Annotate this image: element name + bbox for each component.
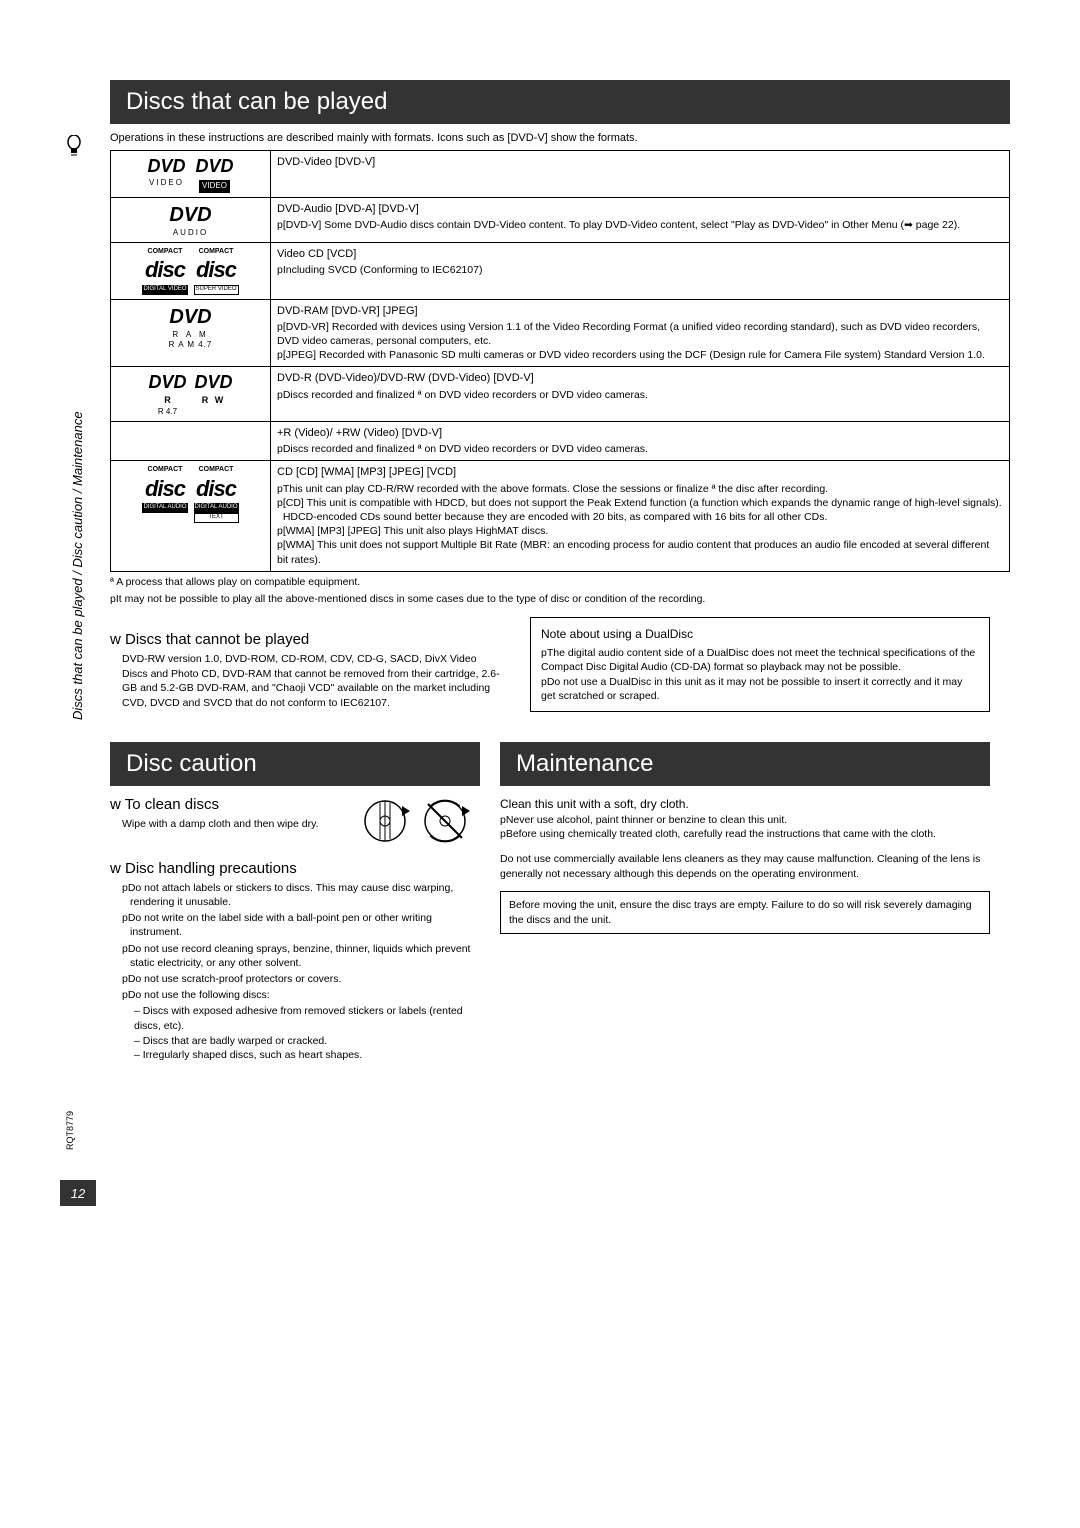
handling-sublist: – Discs with exposed adhesive from remov…	[134, 1004, 480, 1063]
intro-text: Operations in these instructions are des…	[110, 132, 1010, 144]
dualdisc-bullet: pDo not use a DualDisc in this unit as i…	[541, 675, 979, 703]
dualdisc-title: Note about using a DualDisc	[541, 626, 979, 642]
cannot-play-body: DVD-RW version 1.0, DVD-ROM, CD-ROM, CDV…	[122, 652, 500, 711]
section-header-caution: Disc caution	[110, 742, 480, 786]
maintenance-bullet: pBefore using chemically treated cloth, …	[500, 827, 990, 842]
logo-dvd-ram: DVDR A MR A M 4.7	[111, 299, 271, 367]
handling-heading: w Disc handling precautions	[110, 860, 480, 877]
table-row: +R (Video)/ +RW (Video) [DVD-V] pDiscs r…	[271, 421, 1010, 460]
logo-plus-r-rw	[111, 421, 271, 460]
logo-dvd-video: DVDVIDEO DVDVIDEO	[111, 151, 271, 198]
maintenance-lens: Do not use commercially available lens c…	[500, 852, 990, 881]
footnote-compatibility: pIt may not be possible to play all the …	[110, 593, 1010, 607]
logo-dvd-r-rw: DVDRR 4.7 DVDR W	[111, 367, 271, 421]
logo-vcd: COMPACTdiscDIGITAL VIDEO COMPACTdiscSUPE…	[111, 243, 271, 299]
section-header-maintenance: Maintenance	[500, 742, 990, 786]
maintenance-bullet: pNever use alcohol, paint thinner or ben…	[500, 813, 990, 828]
list-item: pDo not attach labels or stickers to dis…	[122, 881, 480, 909]
maintenance-intro: Clean this unit with a soft, dry cloth.	[500, 796, 990, 813]
list-item: – Discs with exposed adhesive from remov…	[134, 1004, 480, 1033]
footnote-finalize: ª A process that allows play on compatib…	[110, 576, 1010, 590]
clean-disc-icons	[360, 796, 480, 846]
document-reference: RQT8779	[65, 1111, 75, 1150]
cannot-play-heading: w Discs that cannot be played	[110, 631, 500, 648]
list-item: pDo not use record cleaning sprays, benz…	[122, 942, 480, 970]
hint-icon	[65, 135, 83, 160]
list-item: pDo not use the following discs:	[122, 988, 480, 1002]
list-item: – Irregularly shaped discs, such as hear…	[134, 1048, 480, 1063]
table-row: DVD-Audio [DVD-A] [DVD-V] p[DVD-V] Some …	[271, 197, 1010, 242]
dualdisc-bullet: pThe digital audio content side of a Dua…	[541, 646, 979, 674]
list-item: pDo not use scratch-proof protectors or …	[122, 972, 480, 986]
table-row: DVD-Video [DVD-V]	[271, 151, 1010, 198]
table-row: CD [CD] [WMA] [MP3] [JPEG] [VCD] pThis u…	[271, 461, 1010, 571]
disc-format-table: DVDVIDEO DVDVIDEO DVD-Video [DVD-V] DVDA…	[110, 150, 1010, 572]
handling-list: pDo not attach labels or stickers to dis…	[122, 881, 480, 1002]
clean-heading: w To clean discs	[110, 796, 350, 813]
maintenance-warning-box: Before moving the unit, ensure the disc …	[500, 891, 990, 933]
dualdisc-note-box: Note about using a DualDisc pThe digital…	[530, 617, 990, 712]
table-row: Video CD [VCD] pIncluding SVCD (Conformi…	[271, 243, 1010, 299]
logo-dvd-audio: DVDAUDIO	[111, 197, 271, 242]
side-tab-label: Discs that can be played / Disc caution …	[70, 411, 85, 720]
list-item: pDo not write on the label side with a b…	[122, 911, 480, 939]
logo-cd: COMPACTdiscDIGITAL AUDIO COMPACTdiscDIGI…	[111, 461, 271, 571]
list-item: – Discs that are badly warped or cracked…	[134, 1034, 480, 1049]
page-number: 12	[60, 1180, 96, 1206]
table-row: DVD-RAM [DVD-VR] [JPEG] p[DVD-VR] Record…	[271, 299, 1010, 367]
clean-body: Wipe with a damp cloth and then wipe dry…	[122, 817, 350, 832]
section-header-discs: Discs that can be played	[110, 80, 1010, 124]
table-row: DVD-R (DVD-Video)/DVD-RW (DVD-Video) [DV…	[271, 367, 1010, 421]
